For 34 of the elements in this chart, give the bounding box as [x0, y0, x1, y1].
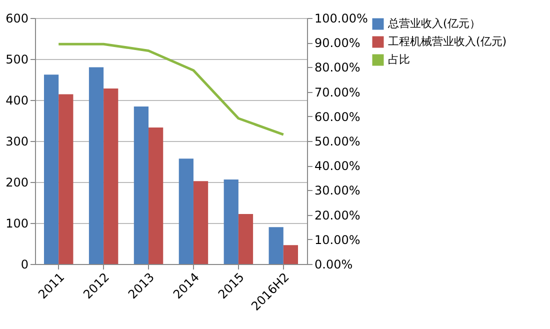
y-tick-label: 100 [6, 216, 28, 230]
line-series [57, 42, 285, 136]
bar [283, 245, 298, 264]
y2-tick-label: 10.00% [314, 232, 360, 247]
y2-tick-label: 90.00% [314, 36, 360, 50]
bar [193, 181, 208, 264]
y2-tick-label: 50.00% [314, 134, 360, 148]
bar [88, 67, 104, 264]
legend-label: 工程机械营业收入(亿元) [388, 35, 507, 48]
bar [104, 88, 118, 264]
bar [148, 127, 164, 264]
y2-tick-label: 20.00% [314, 208, 360, 222]
y-tick-label: 300 [6, 134, 28, 148]
legend-label: 总营业收入(亿元） [387, 17, 480, 30]
y2-tick-label: 80.00% [314, 60, 360, 75]
bar [178, 158, 194, 264]
y-tick-label: 600 [6, 12, 28, 26]
y2-tick-label: 0.00% [314, 258, 353, 272]
bar [44, 74, 59, 264]
bar [134, 106, 149, 264]
bar [268, 227, 284, 264]
legend-label: 占比 [388, 53, 410, 66]
y-tick-label: 400 [6, 94, 28, 108]
bar [224, 180, 238, 264]
y-tick-label: 200 [6, 176, 28, 190]
bar [58, 94, 74, 264]
y2-tick-label: 70.00% [314, 85, 360, 100]
y2-tick-label: 40.00% [314, 159, 360, 174]
bar [238, 214, 254, 264]
y-tick-label: 500 [6, 52, 28, 66]
y2-tick-label: 100.00% [314, 12, 368, 26]
y2-tick-label: 60.00% [314, 110, 360, 124]
y2-tick-label: 30.00% [314, 184, 360, 198]
y-tick-label: 0 [20, 258, 28, 272]
